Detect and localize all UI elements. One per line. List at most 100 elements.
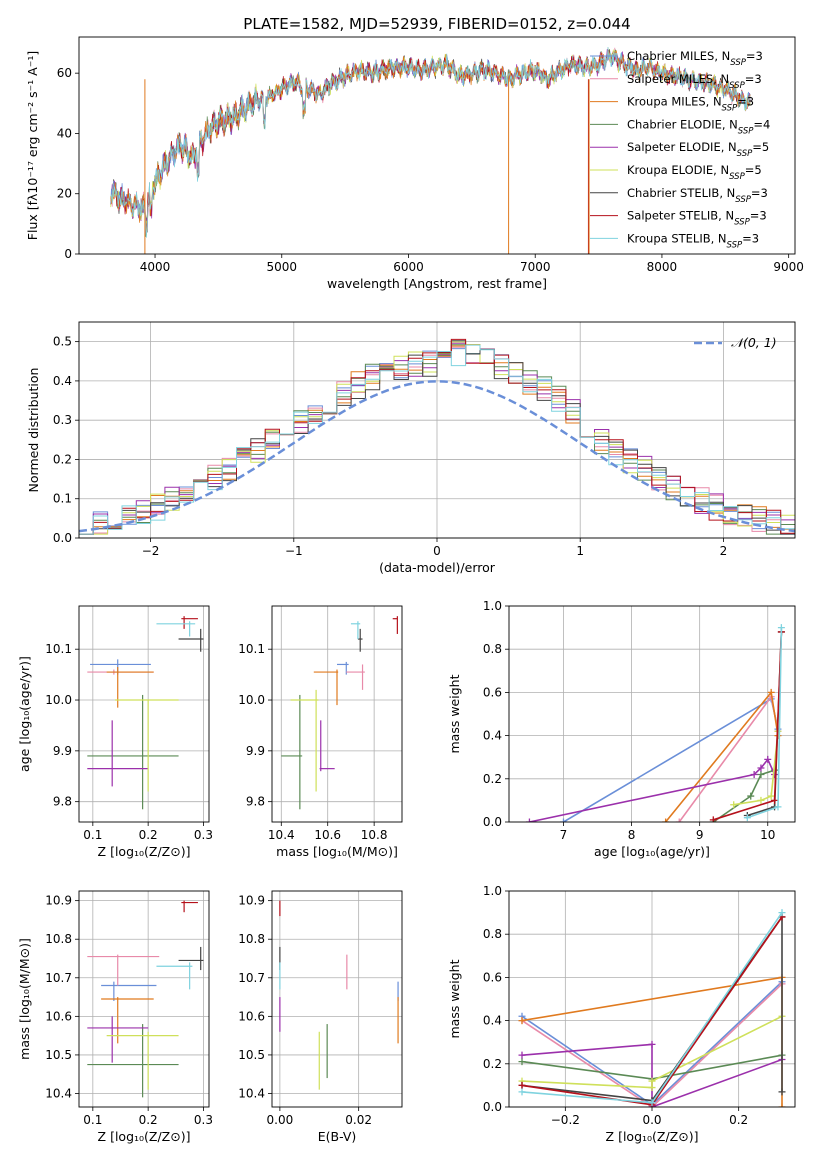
weight_vs_age-marker-salpeter-elodie xyxy=(757,764,765,772)
legend-label-salpeter-miles: Salpeter MILES, NSSP=3 xyxy=(627,72,762,91)
mass_vs_z-ylabel: mass [log₁₀(M/M⊙)] xyxy=(17,938,32,1060)
weight_vs_age-marker-kroupa-stelib xyxy=(777,624,785,632)
residuals-xtick-label: 0 xyxy=(433,544,441,558)
weight_vs_z-xtick-label: −0.2 xyxy=(551,1113,580,1127)
legend-label-chabrier-elodie: Chabrier ELODIE, NSSP=4 xyxy=(627,117,770,136)
residuals-ytick-label: 0.3 xyxy=(53,413,72,427)
weight_vs_age-marker-salpeter-elodie xyxy=(764,755,772,763)
weight_vs_age-marker-chabrier-miles xyxy=(559,818,567,822)
legend-subscript: SSP xyxy=(727,240,743,250)
weight_vs_age-marker-salpeter-elodie xyxy=(771,770,779,778)
legend-subscript: SSP xyxy=(729,81,745,91)
weight_vs_age-ytick-label: 0.0 xyxy=(483,815,502,829)
age_vs_mass-ytick-label: 10.1 xyxy=(238,642,265,656)
legend-nssp: =3 xyxy=(745,72,762,86)
weight_vs_age-marker-kroupa-elodie xyxy=(757,796,765,804)
weight_vs_z-xlabel: Z [log₁₀(Z/Z⊙)] xyxy=(606,1129,699,1144)
legend-nssp: =3 xyxy=(737,95,754,109)
age_vs_z-ytick-label: 9.8 xyxy=(53,795,72,809)
weight_vs_z-marker-kroupa-miles xyxy=(778,1103,786,1107)
weight_vs_age-plot-area xyxy=(525,624,785,822)
weight_vs_z-marker-salpeter-elodie xyxy=(648,1040,656,1048)
mass_vs_ebv-ytick-label: 10.4 xyxy=(238,1087,265,1101)
legend-text: Kroupa STELIB, N xyxy=(627,231,727,245)
spectrum-plot-area xyxy=(110,46,751,254)
mass_vs_z-ytick-label: 10.7 xyxy=(45,971,72,985)
spectrum-line-kroupa-stelib xyxy=(110,46,751,238)
legend-label-chabrier-miles: Chabrier MILES, NSSP=3 xyxy=(627,49,763,68)
legend-nssp: =3 xyxy=(746,49,763,63)
weight_vs_age-frame xyxy=(508,605,796,823)
residuals-chart: −2 −1 0 1 2 0.0 0.1 0.2 0.3 0.4 0.5 (data-model)/er… xyxy=(26,321,796,575)
weight_vs_age-marker-chabrier-elodie xyxy=(747,792,755,800)
mass_vs_z-point-chabrier-elodie xyxy=(87,1024,179,1098)
legend-subscript: SSP xyxy=(729,172,745,182)
spectrum-xtick-label: 7000 xyxy=(520,260,551,274)
weight_vs_age-ylabel: mass weight xyxy=(447,674,462,753)
weight_vs_z-marker-kroupa-miles xyxy=(518,1017,526,1025)
spectrum-xtick-label: 8000 xyxy=(647,260,678,274)
residuals-xtick-label: 1 xyxy=(576,544,584,558)
weight_vs_z-chart: −0.2 0.0 0.2 0.0 0.2 0.4 0.6 0.8 1.0 Z [log₁₀(Z/Z… xyxy=(447,884,796,1144)
age_vs_z-plot-area xyxy=(87,616,204,810)
legend-nssp: =5 xyxy=(752,140,769,154)
legend-text: Chabrier ELODIE, N xyxy=(627,117,738,131)
residuals-plot-area xyxy=(79,338,795,535)
weight_vs_age-xlabel: age [log₁₀(age/yr)] xyxy=(594,844,710,859)
mass_vs_ebv-xtick-label: 0.00 xyxy=(267,1113,294,1127)
mass_vs_z-ytick-label: 10.4 xyxy=(45,1087,72,1101)
age_vs_mass-point-salpeter-miles xyxy=(346,664,365,690)
mass_vs_ebv-xlabel: E(B-V) xyxy=(318,1129,357,1144)
age_vs_z-point-kroupa-stelib xyxy=(156,621,196,637)
weight_vs_z-frame xyxy=(508,890,796,1108)
weight_vs_age-marker-salpeter-stelib xyxy=(771,796,779,804)
residuals-ytick-label: 0.1 xyxy=(53,492,72,506)
age_vs_mass-xtick-label: 10.6 xyxy=(314,828,341,842)
legend-text: Salpeter STELIB, N xyxy=(627,209,734,223)
weight_vs_z-marker-kroupa-stelib xyxy=(778,909,786,917)
age_vs_mass-plot-area xyxy=(281,616,398,810)
weight_vs_age-marker-kroupa-miles xyxy=(662,818,670,822)
spectrum-xlabel: wavelength [Angstrom, rest frame] xyxy=(327,276,547,291)
weight_vs_z-marker-chabrier-elodie xyxy=(518,1058,526,1066)
legend-nssp: =5 xyxy=(745,163,762,177)
age_vs_mass-xlabel: mass [log₁₀(M/M⊙)] xyxy=(276,844,398,859)
mass_vs_z-chart: 0.1 0.2 0.3 10.4 10.5 10.6 10.7 10.8 10.9 Z [log₁… xyxy=(17,890,213,1144)
weight_vs_z-plot-area xyxy=(518,909,786,1107)
age_vs_z-point-chabrier-elodie xyxy=(87,694,179,810)
legend-subscript: SSP xyxy=(730,58,746,68)
mass_vs_ebv-chart: 0.00 0.02 10.4 10.5 10.6 10.7 10.8 10.9 E(B-V) xyxy=(238,890,403,1144)
spectrum-xtick-label: 9000 xyxy=(773,260,804,274)
age_vs_z-point-kroupa-miles xyxy=(106,666,154,708)
legend-subscript: SSP xyxy=(734,218,750,228)
weight_vs_z-ytick-label: 0.0 xyxy=(483,1100,502,1114)
weight_vs_z-marker-kroupa-elodie xyxy=(648,1084,656,1092)
weight_vs_age-line-kroupa-elodie xyxy=(733,731,779,806)
residuals-ytick-label: 0.2 xyxy=(53,452,72,466)
age_vs_mass-point-kroupa-elodie xyxy=(290,689,319,792)
age_vs_mass-point-chabrier-miles xyxy=(337,661,349,675)
age_vs_z-point-kroupa-elodie xyxy=(114,699,179,792)
mass_vs_z-point-salpeter-miles xyxy=(87,954,160,986)
legend-text: Kroupa MILES, N xyxy=(627,95,722,109)
age_vs_mass-ytick-label: 10.0 xyxy=(238,693,265,707)
spectrum-xtick-label: 4000 xyxy=(140,260,171,274)
weight_vs_z-xtick-label: 0.0 xyxy=(642,1113,661,1127)
legend-label-kroupa-stelib: Kroupa STELIB, NSSP=3 xyxy=(627,231,759,250)
weight_vs_age-chart: 7 8 9 10 0.0 0.2 0.4 0.6 0.8 1.0 age [log₁₀(age/yr… xyxy=(447,599,796,859)
legend-subscript: SSP xyxy=(722,104,738,114)
residuals-xtick-label: −1 xyxy=(285,544,303,558)
mass_vs_ebv-ytick-label: 10.9 xyxy=(238,894,265,908)
weight_vs_z-marker-kroupa-stelib xyxy=(648,1099,656,1107)
spectrum-ytick-label: 40 xyxy=(57,126,72,140)
age_vs_mass-point-kroupa-miles xyxy=(313,669,339,706)
legend-label-normal: 𝒩(0, 1) xyxy=(731,335,777,350)
mass_vs_z-point-chabrier-miles xyxy=(101,981,157,1001)
spectrum-frame xyxy=(78,36,796,255)
residuals-ytick-label: 0.4 xyxy=(53,374,72,388)
mass_vs_ebv-ytick-label: 10.5 xyxy=(238,1048,265,1062)
legend-label-chabrier-stelib: Chabrier STELIB, NSSP=3 xyxy=(627,186,768,205)
weight_vs_age-marker-salpeter-elodie xyxy=(525,818,533,822)
